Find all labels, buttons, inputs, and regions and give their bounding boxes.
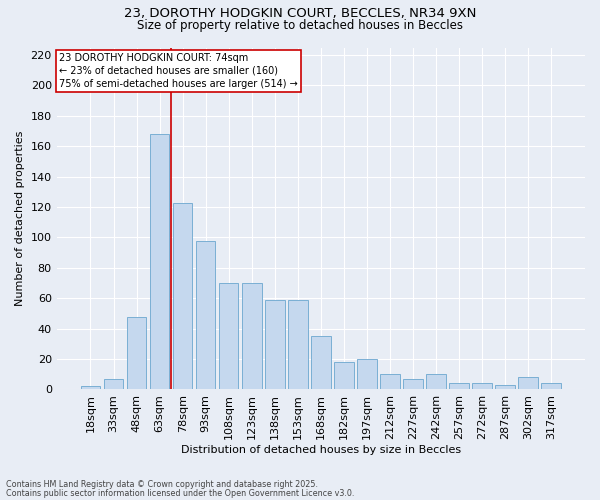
Bar [403, 379, 423, 390]
Bar [288, 300, 308, 390]
Text: Contains public sector information licensed under the Open Government Licence v3: Contains public sector information licen… [6, 490, 355, 498]
Bar [311, 336, 331, 390]
Text: 23 DOROTHY HODGKIN COURT: 74sqm
← 23% of detached houses are smaller (160)
75% o: 23 DOROTHY HODGKIN COURT: 74sqm ← 23% of… [59, 52, 298, 89]
X-axis label: Distribution of detached houses by size in Beccles: Distribution of detached houses by size … [181, 445, 461, 455]
Bar [472, 384, 492, 390]
Bar [196, 240, 215, 390]
Bar [173, 202, 193, 390]
Bar [334, 362, 353, 390]
Bar [426, 374, 446, 390]
Bar [265, 300, 284, 390]
Bar [242, 283, 262, 390]
Bar [541, 384, 561, 390]
Bar [104, 379, 123, 390]
Text: 23, DOROTHY HODGKIN COURT, BECCLES, NR34 9XN: 23, DOROTHY HODGKIN COURT, BECCLES, NR34… [124, 8, 476, 20]
Bar [449, 384, 469, 390]
Y-axis label: Number of detached properties: Number of detached properties [15, 131, 25, 306]
Bar [150, 134, 169, 390]
Bar [357, 359, 377, 390]
Bar [380, 374, 400, 390]
Text: Contains HM Land Registry data © Crown copyright and database right 2025.: Contains HM Land Registry data © Crown c… [6, 480, 318, 489]
Text: Size of property relative to detached houses in Beccles: Size of property relative to detached ho… [137, 19, 463, 32]
Bar [518, 378, 538, 390]
Bar [80, 386, 100, 390]
Bar [127, 316, 146, 390]
Bar [219, 283, 238, 390]
Bar [496, 385, 515, 390]
